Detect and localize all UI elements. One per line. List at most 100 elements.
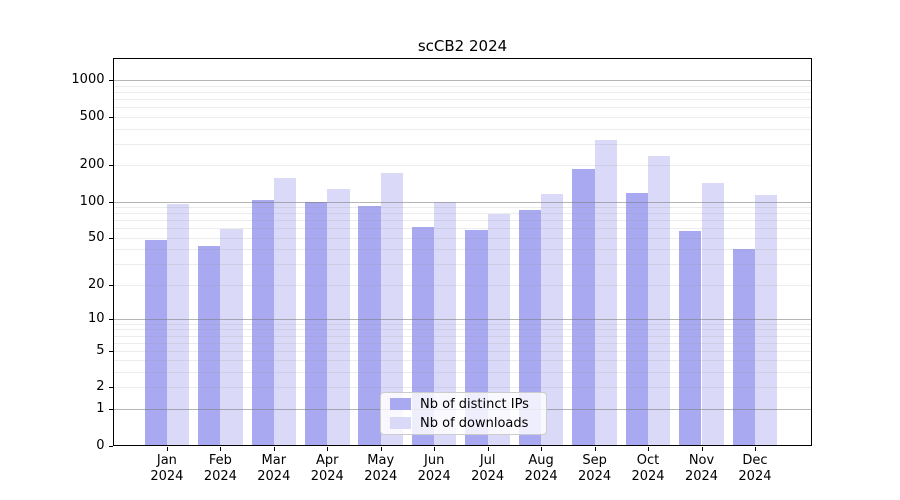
bar-distinct-ips-jul: [465, 230, 488, 446]
grid-line-600: [113, 107, 811, 109]
grid-line-40: [113, 249, 811, 251]
grid-line-8: [113, 329, 811, 331]
x-tick-label-dec: Dec 2024: [738, 452, 772, 484]
x-tick-mark-dec: [754, 446, 756, 451]
x-tick-label-nov: Nov 2024: [684, 452, 719, 484]
y-tick-mark-50: [108, 237, 113, 239]
bar-downloads-aug: [541, 194, 564, 446]
x-tick-label-oct: Oct 2024: [631, 452, 665, 484]
y-tick-label-10: 10: [87, 310, 105, 326]
bar-downloads-oct: [648, 156, 671, 446]
grid-line-4: [113, 360, 811, 362]
grid-line-900: [113, 86, 811, 88]
x-tick-label-apr: Apr 2024: [310, 452, 344, 484]
bar-distinct-ips-apr: [304, 202, 328, 446]
bar-downloads-sep: [594, 139, 617, 446]
y-tick-label-1: 1: [96, 400, 105, 416]
x-tick-label-mar: Mar 2024: [257, 452, 291, 484]
x-tick-label-may: May 2024: [364, 452, 398, 484]
y-tick-mark-5: [108, 350, 113, 352]
x-tick-label-aug: Aug 2024: [524, 452, 558, 484]
grid-line-9: [113, 323, 811, 325]
grid-line-500: [113, 117, 811, 119]
grid-line-800: [113, 92, 811, 94]
y-tick-mark-2: [108, 387, 113, 389]
x-tick-mark-sep: [594, 446, 596, 451]
y-tick-label-5: 5: [96, 342, 105, 358]
y-tick-label-500: 500: [79, 109, 105, 125]
bar-downloads-nov: [701, 182, 724, 446]
legend-label-downloads: Nb of downloads: [420, 415, 529, 431]
bar-downloads-feb: [220, 229, 243, 446]
legend-label-distinct-ips: Nb of distinct IPs: [420, 396, 529, 412]
y-tick-label-50: 50: [87, 229, 105, 245]
x-tick-mark-jan: [166, 446, 168, 451]
y-tick-mark-100: [108, 201, 113, 203]
bar-distinct-ips-jun: [411, 227, 435, 446]
y-tick-label-20: 20: [87, 276, 105, 292]
x-tick-mark-jun: [434, 446, 436, 451]
grid-line-3: [113, 372, 811, 374]
bar-distinct-ips-dec: [732, 249, 755, 446]
grid-line-90: [113, 207, 811, 209]
bar-distinct-ips-feb: [198, 245, 221, 446]
x-tick-label-jan: Jan 2024: [150, 452, 184, 484]
grid-line-5: [113, 350, 811, 352]
y-tick-mark-1000: [108, 80, 113, 82]
grid-line-10: [113, 318, 811, 320]
grid-line-1000: [113, 80, 811, 82]
bar-distinct-ips-sep: [572, 169, 595, 446]
grid-line-50: [113, 237, 811, 239]
bar-distinct-ips-may: [358, 206, 381, 446]
grid-line-30: [113, 264, 811, 266]
x-tick-mark-mar: [273, 446, 275, 451]
chart-title: scCB2 2024: [417, 37, 508, 55]
x-tick-mark-aug: [541, 446, 543, 451]
legend-swatch-distinct-ips: [390, 398, 411, 410]
x-tick-mark-nov: [701, 446, 703, 451]
x-tick-mark-may: [380, 446, 382, 451]
x-tick-mark-jul: [487, 446, 489, 451]
grid-line-70: [113, 220, 811, 222]
grid-line-20: [113, 284, 811, 286]
x-tick-label-feb: Feb 2024: [203, 452, 237, 484]
x-tick-mark-feb: [220, 446, 222, 451]
x-tick-label-jul: Jul 2024: [471, 452, 505, 484]
grid-line-6: [113, 342, 811, 344]
bar-distinct-ips-aug: [518, 210, 542, 446]
bar-downloads-jun: [434, 201, 457, 446]
bar-downloads-may: [380, 173, 404, 446]
legend: Nb of distinct IPs Nb of downloads: [380, 392, 547, 435]
grid-line-60: [113, 228, 811, 230]
y-tick-label-0: 0: [96, 437, 105, 453]
grid-line-80: [113, 213, 811, 215]
bar-downloads-mar: [273, 178, 297, 446]
x-tick-label-sep: Sep 2024: [578, 452, 612, 484]
grid-line-200: [113, 165, 811, 167]
legend-swatch-downloads: [390, 417, 411, 429]
y-tick-mark-20: [108, 284, 113, 286]
legend-item-distinct-ips: Nb of distinct IPs: [390, 396, 538, 413]
bar-downloads-apr: [327, 188, 350, 446]
x-tick-label-jun: Jun 2024: [417, 452, 451, 484]
bar-downloads-dec: [754, 195, 778, 446]
y-tick-mark-1: [108, 408, 113, 410]
y-tick-label-200: 200: [79, 157, 105, 173]
y-tick-mark-0: [108, 445, 113, 447]
grid-line-300: [113, 143, 811, 145]
x-tick-mark-apr: [327, 446, 329, 451]
bar-distinct-ips-nov: [679, 230, 702, 446]
x-tick-mark-oct: [648, 446, 650, 451]
bar-downloads-jan: [166, 203, 190, 446]
bar-distinct-ips-mar: [251, 199, 274, 446]
y-tick-label-1000: 1000: [71, 72, 105, 88]
grid-line-2: [113, 387, 811, 389]
y-tick-mark-200: [108, 165, 113, 167]
grid-line-400: [113, 128, 811, 130]
y-tick-label-100: 100: [79, 193, 105, 209]
y-tick-label-2: 2: [96, 379, 105, 395]
bar-downloads-jul: [487, 213, 510, 446]
y-tick-mark-10: [108, 318, 113, 320]
grid-line-100: [113, 201, 811, 203]
